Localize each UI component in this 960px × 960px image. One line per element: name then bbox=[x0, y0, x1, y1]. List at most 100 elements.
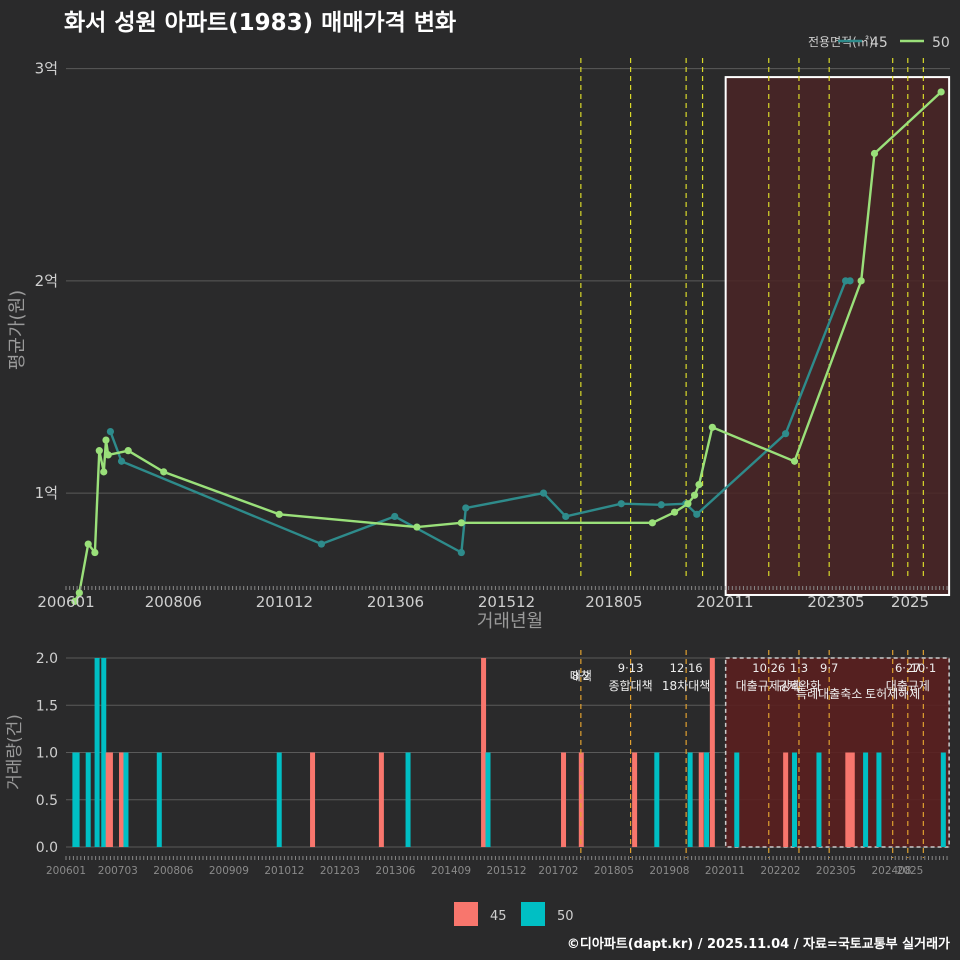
volume-bar-50 bbox=[74, 752, 80, 847]
volume-x-tick-label: 200909 bbox=[209, 865, 249, 877]
x-tick-label: 201805 bbox=[585, 593, 642, 611]
x-tick-label: 201512 bbox=[478, 593, 535, 611]
policy-date-label: 6·27 bbox=[895, 661, 921, 675]
volume-y-axis-title: 거래량(건) bbox=[5, 714, 25, 790]
data-point-45 bbox=[457, 548, 465, 557]
price-series bbox=[71, 88, 945, 605]
volume-bar-50 bbox=[85, 752, 91, 847]
price-grid: 1억 2억 3억 bbox=[35, 60, 951, 596]
volume-bar-50 bbox=[405, 752, 411, 847]
volume-bar-50 bbox=[654, 752, 660, 847]
data-point-45 bbox=[657, 501, 665, 509]
volume-y-tick-label: 1.0 bbox=[36, 746, 58, 762]
data-point-50 bbox=[870, 149, 879, 158]
volume-x-tick-label: 201805 bbox=[594, 865, 634, 877]
policy-date-label: 1·3 bbox=[790, 661, 808, 675]
volume-bar-50 bbox=[876, 752, 882, 847]
credit-text: ©디아파트(dapt.kr) / 2025.11.04 / 자료=국토교통부 실… bbox=[567, 936, 950, 952]
volume-y-tick-label: 1.5 bbox=[36, 698, 58, 714]
volume-x-tick-label: 202202 bbox=[760, 865, 800, 877]
x-axis-title: 거래년월 bbox=[477, 611, 543, 632]
data-point-50 bbox=[937, 88, 945, 96]
volume-bar-45 bbox=[709, 658, 715, 847]
x-tick-label: 201306 bbox=[367, 593, 424, 611]
data-point-45 bbox=[539, 489, 548, 497]
volume-bar-50 bbox=[704, 752, 710, 847]
volume-x-tick-label: 201908 bbox=[649, 865, 689, 877]
x-tick-label: 200601 bbox=[37, 593, 94, 611]
data-point-45 bbox=[106, 427, 115, 436]
volume-bar-50 bbox=[94, 658, 100, 847]
data-point-50 bbox=[75, 589, 83, 597]
price-axes: 200601 200806 201012 201306 201512 201805 2020… bbox=[37, 586, 948, 611]
volume-bars bbox=[72, 658, 946, 847]
data-point-50 bbox=[670, 508, 679, 516]
policy-name-label: 종합대책 bbox=[609, 678, 653, 693]
data-point-45 bbox=[617, 500, 625, 508]
volume-x-tick-label: 201512 bbox=[486, 865, 526, 877]
policy-date-label: 9·13 bbox=[618, 661, 644, 675]
data-point-50 bbox=[690, 491, 699, 499]
volume-x-tick-label: 201306 bbox=[375, 865, 415, 877]
data-point-50 bbox=[100, 468, 108, 476]
data-point-45 bbox=[317, 540, 326, 548]
x-tick-label: 200806 bbox=[145, 593, 202, 611]
policy-date-label: 10·26 bbox=[752, 661, 785, 675]
data-point-50 bbox=[95, 447, 103, 455]
volume-bar-50 bbox=[863, 752, 869, 847]
data-point-50 bbox=[275, 510, 283, 518]
volume-bar-50 bbox=[485, 752, 491, 847]
volume-bar-50 bbox=[101, 658, 107, 847]
volume-bar-45 bbox=[310, 752, 316, 847]
volume-bar-45 bbox=[107, 752, 113, 847]
data-point-50 bbox=[160, 468, 168, 476]
data-point-45 bbox=[562, 512, 570, 521]
volume-bar-50 bbox=[734, 752, 740, 847]
volume-bar-45 bbox=[378, 752, 384, 847]
data-point-50 bbox=[102, 436, 110, 444]
volume-bar-45 bbox=[119, 752, 125, 847]
volume-bar-45 bbox=[849, 752, 855, 847]
bar-legend-swatch-45 bbox=[454, 902, 478, 926]
volume-x-tick-label: 202011 bbox=[705, 865, 745, 877]
policy-name-label: 대책 bbox=[570, 668, 592, 683]
data-point-50 bbox=[790, 457, 799, 465]
y-axis-title: 평균가(원) bbox=[7, 290, 28, 370]
data-point-50 bbox=[708, 423, 716, 431]
x-tick-label: 2025 bbox=[891, 593, 929, 611]
policy-date-label: 10·1 bbox=[911, 661, 937, 675]
volume-x-tick-label: 200601 bbox=[46, 865, 86, 877]
policy-date-label: 12·16 bbox=[670, 661, 703, 675]
volume-bar-50 bbox=[123, 752, 129, 847]
policy-name-label: 규제완화 bbox=[777, 679, 821, 693]
volume-bar-50 bbox=[816, 752, 822, 847]
policy-name-label: 대출규제 bbox=[886, 679, 930, 693]
volume-bar-50 bbox=[940, 752, 946, 847]
y-tick-label: 3억 bbox=[35, 60, 58, 78]
data-point-50 bbox=[104, 451, 112, 459]
volume-bar-45 bbox=[561, 752, 567, 847]
x-tick-label: 202305 bbox=[807, 593, 864, 611]
volume-axes: 200601 200703 200806 200909 201012 201203 2013… bbox=[46, 856, 948, 877]
price-policy-lines bbox=[580, 58, 924, 578]
data-point-50 bbox=[695, 481, 703, 489]
data-point-50 bbox=[84, 540, 92, 548]
volume-highlight-region bbox=[724, 657, 950, 848]
data-point-50 bbox=[857, 277, 865, 285]
y-tick-label: 2억 bbox=[35, 272, 58, 290]
volume-bar-45 bbox=[698, 752, 704, 847]
volume-y-tick-label: 0.5 bbox=[36, 793, 58, 809]
volume-grid: 0.0 0.5 1.0 1.5 2.0 bbox=[36, 651, 950, 856]
legend-label-50: 50 bbox=[932, 35, 950, 51]
volume-y-tick-label: 0.0 bbox=[36, 840, 58, 856]
policy-name-label: 18차대책 bbox=[662, 678, 710, 693]
volume-y-tick-label: 2.0 bbox=[36, 651, 58, 667]
x-tick-label: 201012 bbox=[256, 593, 313, 611]
policy-date-label: 8·2 bbox=[572, 669, 590, 683]
data-point-45 bbox=[782, 430, 790, 438]
volume-policy-lines: 8·2대책 9·13 종합대책 12·16 18차대책 10·26 대출규제강화 1·3 규제완… bbox=[570, 650, 936, 858]
policy-name-label: 대출규제강화 bbox=[736, 679, 802, 693]
data-point-45 bbox=[693, 510, 701, 518]
volume-bar-50 bbox=[687, 752, 693, 847]
